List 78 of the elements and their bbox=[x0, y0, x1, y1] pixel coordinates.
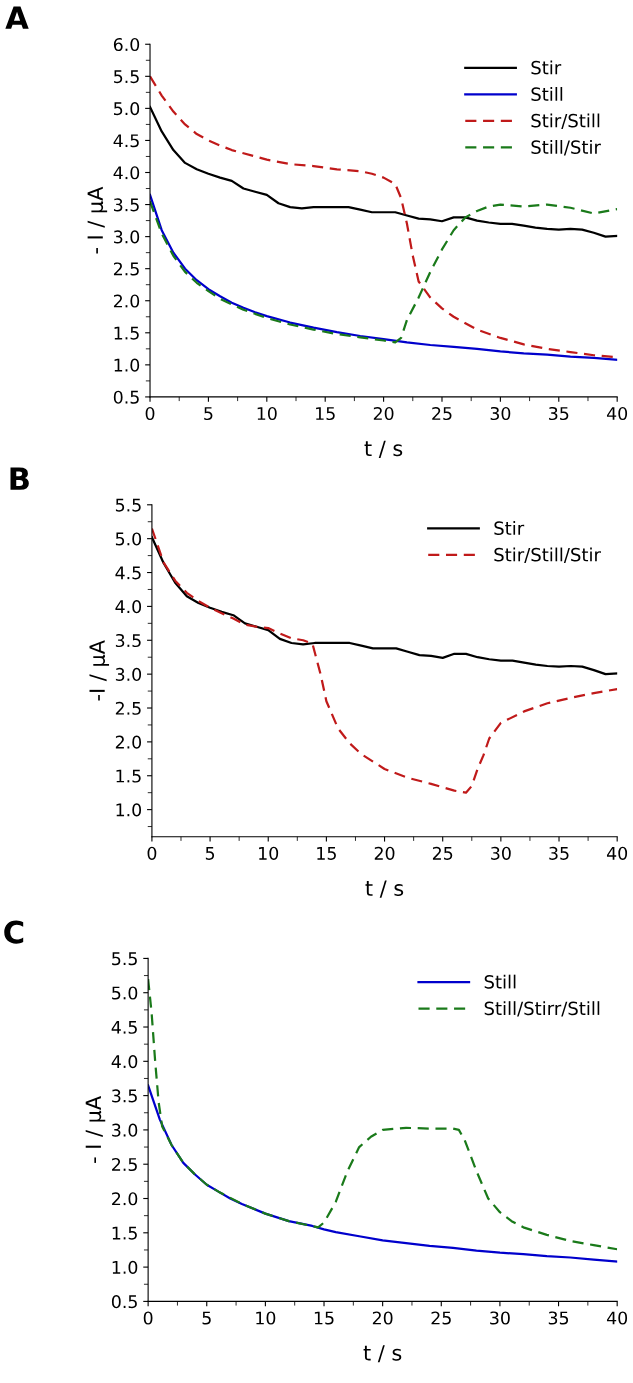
y-tick-label: 2.0 bbox=[112, 1192, 138, 1206]
y-tick-label: 5.0 bbox=[112, 986, 138, 1000]
y-tick-label: 2.5 bbox=[115, 701, 141, 715]
x-tick-label: 30 bbox=[491, 846, 511, 860]
y-tick-label: 3.0 bbox=[114, 230, 140, 244]
x-axis-title: t / s bbox=[365, 880, 404, 898]
y-tick-label: 1.5 bbox=[116, 769, 141, 783]
legend-label: Still bbox=[531, 87, 563, 101]
y-tick-label: 4.5 bbox=[111, 1020, 137, 1034]
legend-label: Still/Stirr/Still bbox=[484, 1001, 600, 1017]
legend-label: Stir bbox=[531, 60, 562, 75]
y-axis-title: - I / µA bbox=[85, 1096, 106, 1163]
x-tick-label: 40 bbox=[606, 1311, 628, 1325]
chart-title: B bbox=[10, 467, 29, 490]
y-tick-label: 0.5 bbox=[113, 390, 139, 404]
y-tick-label: 3.0 bbox=[115, 667, 142, 681]
x-tick-label: 20 bbox=[373, 406, 394, 421]
line-series bbox=[148, 1084, 618, 1263]
legend-label: Still bbox=[484, 974, 516, 989]
x-tick-label: 0 bbox=[145, 406, 155, 421]
y-tick-label: 6.0 bbox=[113, 37, 140, 52]
x-tick-label: 40 bbox=[606, 406, 628, 421]
x-tick-label: 40 bbox=[606, 846, 628, 860]
x-tick-label: 15 bbox=[317, 846, 336, 860]
x-tick-label: 15 bbox=[314, 1311, 334, 1325]
x-tick-label: 5 bbox=[204, 407, 213, 421]
y-tick-label: 3.5 bbox=[114, 198, 139, 212]
y-tick-label: 4.0 bbox=[111, 1055, 138, 1069]
x-tick-label: 35 bbox=[549, 846, 569, 860]
x-tick-label: 35 bbox=[549, 406, 569, 421]
y-tick-label: 5.0 bbox=[114, 102, 140, 116]
x-tick-label: 5 bbox=[205, 846, 215, 860]
x-tick-label: 35 bbox=[548, 1311, 569, 1325]
x-tick-label: 25 bbox=[432, 846, 453, 860]
x-tick-label: 30 bbox=[490, 1311, 510, 1325]
y-tick-label: 5.5 bbox=[112, 952, 137, 966]
y-axis-title: - I / µA bbox=[87, 186, 108, 254]
y-tick-label: 4.5 bbox=[113, 134, 139, 148]
y-axis-title: -I / µA bbox=[89, 640, 110, 701]
x-tick-label: 10 bbox=[257, 406, 277, 421]
chart-title: C bbox=[4, 920, 24, 944]
chart-title: A bbox=[5, 6, 29, 29]
y-tick-label: 1.0 bbox=[112, 1260, 138, 1274]
y-tick-label: 0.5 bbox=[111, 1295, 137, 1309]
x-tick-label: 10 bbox=[259, 846, 279, 860]
x-tick-label: 10 bbox=[256, 1311, 276, 1325]
y-tick-label: 3.5 bbox=[115, 633, 141, 648]
legend-label: Stir/Still/Stir bbox=[494, 547, 601, 563]
y-tick-label: 2.0 bbox=[113, 294, 140, 308]
x-tick-label: 15 bbox=[316, 407, 335, 421]
x-tick-label: 0 bbox=[147, 846, 157, 860]
y-tick-label: 4.0 bbox=[115, 600, 142, 614]
y-tick-label: 1.5 bbox=[114, 326, 139, 340]
x-axis-title: t / s bbox=[363, 1345, 402, 1363]
legend-label: Stir/Still bbox=[531, 113, 600, 129]
y-tick-label: 3.0 bbox=[112, 1123, 138, 1137]
y-tick-label: 5.5 bbox=[115, 498, 141, 512]
x-tick-label: 20 bbox=[374, 846, 395, 860]
legend-label: Still/Stir bbox=[531, 140, 601, 156]
y-tick-label: 2.5 bbox=[113, 262, 139, 276]
x-tick-label: 5 bbox=[202, 1311, 211, 1325]
x-tick-label: 0 bbox=[143, 1311, 153, 1325]
y-tick-label: 1.0 bbox=[114, 358, 140, 372]
x-tick-label: 30 bbox=[490, 406, 511, 421]
y-tick-label: 2.0 bbox=[115, 735, 142, 749]
x-tick-label: 20 bbox=[372, 1311, 393, 1325]
x-tick-label: 25 bbox=[431, 1311, 451, 1325]
y-tick-label: 2.5 bbox=[112, 1157, 137, 1172]
y-tick-label: 3.5 bbox=[112, 1089, 137, 1103]
y-tick-label: 1.0 bbox=[116, 803, 142, 817]
y-tick-label: 4.5 bbox=[115, 566, 141, 580]
y-tick-label: 1.5 bbox=[112, 1226, 137, 1240]
y-tick-label: 5.0 bbox=[115, 532, 142, 546]
y-tick-label: 4.0 bbox=[113, 166, 140, 180]
legend-label: Stir bbox=[494, 521, 525, 536]
x-axis-title: t / s bbox=[364, 440, 403, 458]
x-tick-label: 25 bbox=[432, 406, 452, 421]
y-tick-label: 5.5 bbox=[114, 70, 139, 84]
